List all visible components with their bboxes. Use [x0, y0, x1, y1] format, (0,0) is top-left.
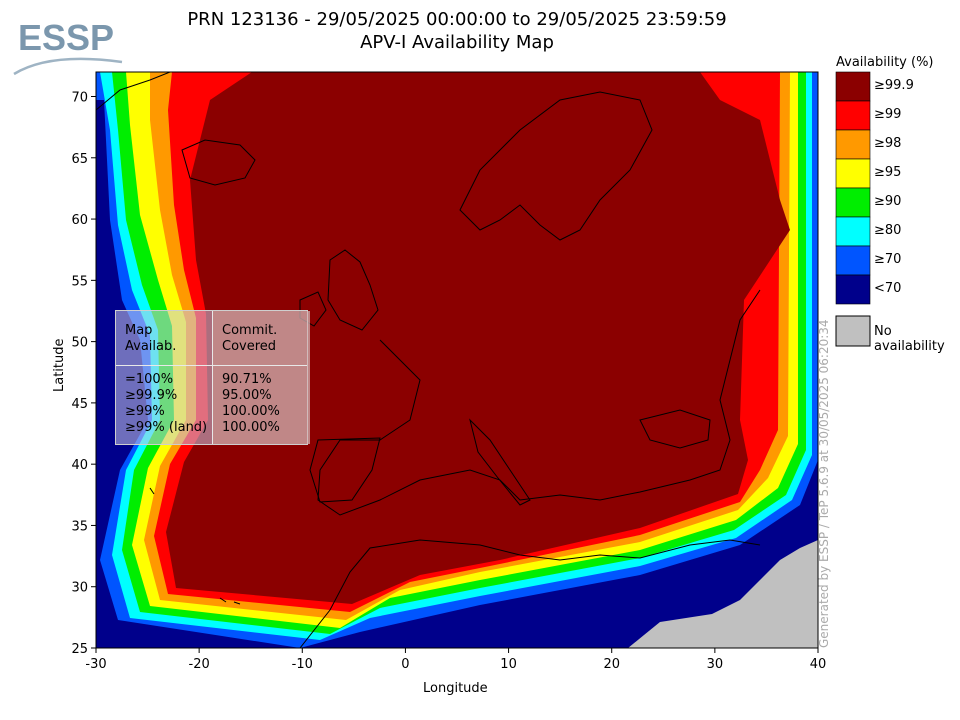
legend-label: ≥99.9: [874, 78, 914, 93]
x-tick-label: 30: [707, 657, 724, 672]
legend-swatch: [835, 216, 871, 247]
y-tick-label: 40: [71, 458, 88, 473]
legend-swatch-no-availability: [835, 315, 871, 347]
stats-row-value: 100.00%: [222, 404, 280, 419]
stats-col2-header-line1: Commit.: [222, 323, 278, 338]
stats-row-labels: =100% ≥99.9% ≥99% ≥99% (land): [125, 372, 207, 436]
legend-swatch: [835, 100, 871, 131]
essp-logo: ESSP: [10, 10, 130, 84]
stats-col1-header-line1: Map: [125, 323, 153, 338]
legend-swatch: [835, 71, 871, 102]
logo-text: ESSP: [18, 17, 114, 58]
stats-row-values: 90.71% 95.00% 100.00% 100.00%: [222, 372, 280, 436]
legend-swatch: [835, 274, 871, 305]
stats-col1-header-line2: Availab.: [125, 339, 177, 354]
legend-swatch: [835, 245, 871, 276]
availability-stats-box: Map Availab. Commit. Covered =100% ≥99.9…: [115, 310, 310, 445]
legend-label: ≥99: [874, 107, 902, 122]
legend-title: Availability (%): [836, 55, 934, 70]
legend-label: <70: [874, 281, 902, 296]
no-availability-region: [628, 540, 818, 648]
x-tick-label: -10: [292, 657, 313, 672]
y-tick-label: 50: [71, 336, 88, 351]
map-subtitle: APV-I Availability Map: [360, 32, 554, 53]
y-axis-label: Latitude: [52, 338, 67, 392]
y-tick-label: 35: [71, 519, 88, 534]
y-tick-label: 65: [71, 152, 88, 167]
y-tick-label: 60: [71, 213, 88, 228]
stats-row-label: ≥99%: [125, 404, 165, 419]
y-tick-label: 25: [71, 642, 88, 657]
legend-label: ≥98: [874, 136, 902, 151]
stats-row-label: ≥99% (land): [125, 420, 208, 435]
legend-swatch: [835, 187, 871, 218]
map-title: PRN 123136 - 29/05/2025 00:00:00 to 29/0…: [187, 9, 727, 30]
stats-col1-header: Map Availab.: [125, 323, 176, 355]
y-tick-label: 70: [71, 91, 88, 106]
y-tick-label: 55: [71, 274, 88, 289]
legend-label: ≥70: [874, 252, 902, 267]
x-tick-label: 40: [810, 657, 827, 672]
legend-label: ≥90: [874, 194, 902, 209]
legend-label-no-availability: No availability: [874, 324, 945, 354]
stats-row-value: 90.71%: [222, 372, 272, 387]
coastlines: [96, 72, 761, 648]
legend-label: ≥80: [874, 223, 902, 238]
x-tick-label: -20: [189, 657, 210, 672]
stats-row-label: =100%: [125, 372, 174, 387]
stats-row-label: ≥99.9%: [125, 388, 178, 403]
stats-row-value: 95.00%: [222, 388, 272, 403]
legend-swatch: [835, 129, 871, 160]
availability-field: [96, 72, 818, 648]
x-tick-label: 0: [401, 657, 409, 672]
y-tick-label: 30: [71, 581, 88, 596]
legend-swatch: [835, 158, 871, 189]
x-tick-label: -30: [85, 657, 106, 672]
stats-col2-header: Commit. Covered: [222, 323, 277, 355]
y-tick-label: 45: [71, 397, 88, 412]
band-999: [166, 72, 790, 604]
x-tick-label: 10: [500, 657, 517, 672]
x-tick-label: 20: [603, 657, 620, 672]
stats-col2-header-line2: Covered: [222, 339, 277, 354]
stats-row-value: 100.00%: [222, 420, 280, 435]
legend-label: ≥95: [874, 165, 902, 180]
x-axis-label: Longitude: [423, 681, 488, 696]
generated-by-note: Generated by ESSP / TeP 5.6.9 at 30/05/2…: [817, 319, 831, 648]
